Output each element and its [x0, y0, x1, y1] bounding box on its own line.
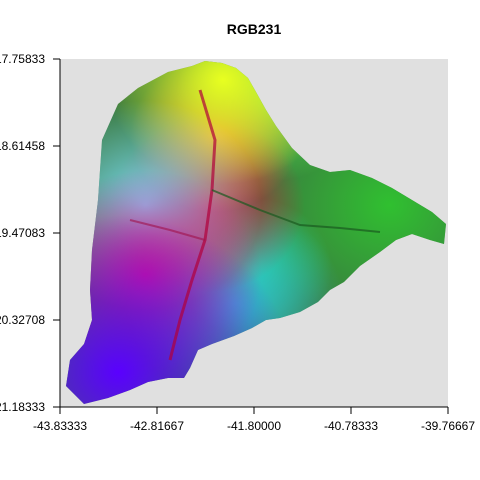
- y-tick-label: -21.18333: [0, 400, 45, 414]
- x-axis: -43.83333 -42.81667 -41.80000 -40.78333 …: [33, 406, 475, 433]
- y-tick-label: -17.75833: [0, 52, 45, 66]
- x-tick-label: -39.76667: [421, 419, 475, 433]
- y-axis: -17.75833 -18.61458 -19.47083 -20.32708 …: [0, 52, 61, 414]
- y-tick-label: -20.32708: [0, 313, 45, 327]
- x-tick-label: -41.80000: [227, 419, 281, 433]
- y-tick-label: -18.61458: [0, 139, 45, 153]
- x-tick-label: -42.81667: [130, 419, 184, 433]
- map-title: RGB231: [226, 21, 282, 37]
- x-tick-label: -40.78333: [324, 419, 378, 433]
- x-tick-label: -43.83333: [33, 419, 87, 433]
- y-tick-label: -19.47083: [0, 226, 45, 240]
